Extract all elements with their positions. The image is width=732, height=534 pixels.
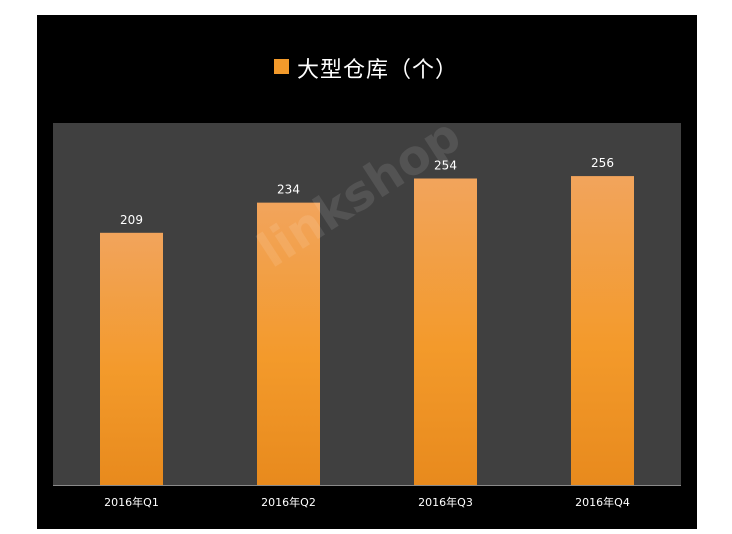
data-label-2: 234	[277, 183, 300, 197]
x-tick-label-2: 2016年Q2	[261, 495, 316, 509]
data-label-3: 254	[434, 159, 457, 173]
x-tick-label-1: 2016年Q1	[104, 495, 159, 509]
data-label-1: 209	[120, 213, 143, 227]
data-label-4: 256	[591, 156, 614, 170]
legend-swatch	[273, 58, 289, 74]
bar-3[interactable]	[414, 178, 477, 486]
bar-1[interactable]	[100, 232, 163, 485]
bar-4[interactable]	[571, 176, 634, 486]
x-tick-label-3: 2016年Q3	[418, 495, 473, 509]
legend-label: 大型仓库（个）	[296, 58, 458, 83]
bar-2[interactable]	[257, 202, 320, 485]
legend[interactable]: 大型仓库（个）	[0, 52, 732, 84]
x-tick-label-4: 2016年Q4	[575, 495, 630, 509]
